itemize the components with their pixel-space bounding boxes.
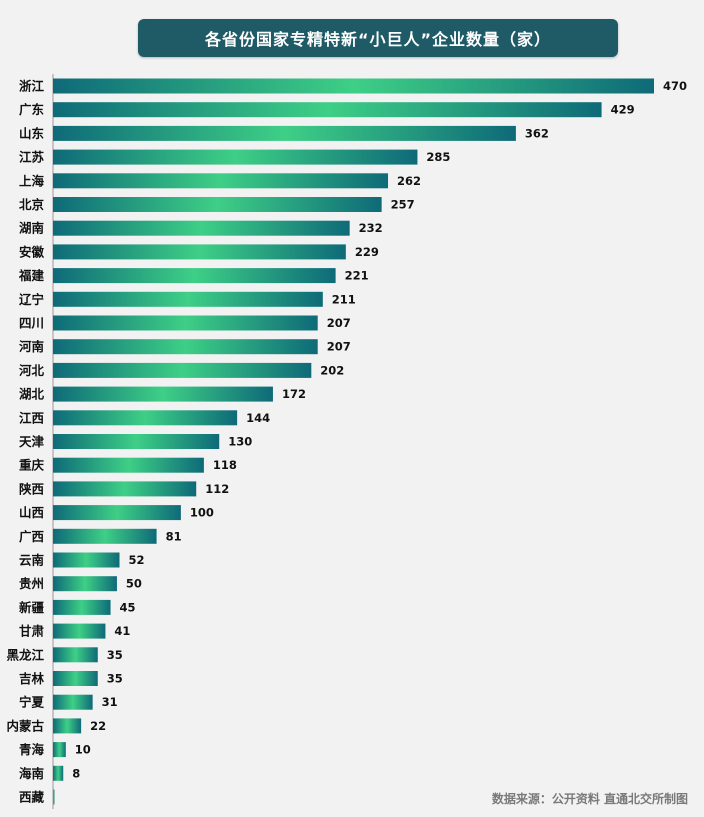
category-label: 河北 (19, 363, 45, 378)
category-label: 甘肃 (19, 624, 45, 639)
value-label: 285 (426, 150, 450, 164)
value-label: 221 (345, 269, 369, 283)
value-label: 35 (107, 648, 123, 662)
category-label: 山西 (19, 505, 44, 520)
category-label: 西藏 (19, 790, 45, 805)
bar (53, 197, 382, 212)
bar (53, 244, 346, 260)
category-label: 辽宁 (19, 292, 44, 307)
category-label: 青海 (19, 742, 45, 757)
category-label: 山东 (19, 126, 45, 141)
value-label: 172 (282, 387, 306, 401)
category-label: 福建 (18, 268, 45, 283)
bar (53, 481, 197, 497)
category-label: 湖北 (19, 387, 45, 402)
value-label: 100 (190, 506, 214, 520)
category-label: 北京 (19, 197, 45, 212)
bar (53, 671, 98, 686)
category-label: 天津 (19, 434, 45, 449)
chart-title: 各省份国家专精特新“小巨人”企业数量（家） (138, 19, 618, 57)
bar (53, 78, 654, 94)
category-label: 河南 (19, 339, 45, 354)
bar (53, 149, 418, 165)
category-label: 广西 (19, 529, 44, 544)
value-label: 52 (128, 553, 144, 567)
bar (53, 339, 318, 355)
value-label: 130 (228, 435, 252, 449)
bar (53, 718, 82, 734)
bar (53, 599, 111, 615)
bar (53, 647, 98, 663)
value-label: 112 (205, 482, 229, 496)
category-label: 新疆 (19, 600, 45, 615)
category-label: 广东 (19, 102, 45, 117)
bar (53, 457, 204, 473)
bar (53, 315, 318, 331)
value-label: 8 (72, 766, 80, 780)
category-label: 宁夏 (19, 695, 45, 710)
bar (53, 552, 120, 568)
bar (53, 434, 220, 449)
value-label: 262 (397, 174, 421, 188)
bar (53, 789, 55, 805)
category-label: 云南 (19, 553, 45, 568)
value-label: 10 (75, 743, 91, 757)
category-label: 黑龙江 (6, 647, 44, 662)
bar (53, 386, 273, 402)
bar (53, 765, 64, 781)
value-label: 50 (126, 577, 142, 591)
value-label: 45 (120, 600, 136, 614)
value-label: 81 (166, 529, 182, 543)
value-label: 211 (332, 292, 356, 306)
category-label: 四川 (19, 316, 44, 331)
value-label: 362 (525, 126, 549, 140)
source-note: 数据来源：公开资料 直通北交所制图 (491, 790, 688, 807)
category-label: 海南 (19, 766, 45, 781)
bar (53, 505, 181, 521)
bar (53, 410, 238, 426)
category-label: 江西 (19, 410, 44, 425)
value-label: 470 (663, 79, 687, 93)
bar (53, 742, 66, 758)
value-label: 207 (327, 316, 351, 330)
value-label: 232 (359, 221, 383, 235)
category-label: 内蒙古 (6, 718, 44, 733)
bar (53, 291, 323, 307)
category-label: 江苏 (19, 150, 45, 165)
value-label: 118 (213, 458, 237, 472)
value-label: 202 (320, 363, 344, 377)
category-label: 吉林 (19, 671, 45, 686)
category-label: 重庆 (19, 458, 45, 473)
category-label: 上海 (19, 173, 45, 188)
category-label: 湖南 (19, 221, 45, 236)
bar (53, 125, 516, 141)
bar (53, 268, 336, 284)
bar (53, 576, 117, 592)
category-label: 贵州 (19, 576, 44, 591)
value-label: 144 (246, 411, 270, 425)
value-label: 31 (102, 695, 118, 709)
bar (53, 528, 157, 544)
value-label: 41 (114, 624, 130, 638)
bar (53, 694, 93, 710)
bar (53, 623, 106, 639)
value-label: 22 (90, 719, 106, 733)
category-label: 安徽 (19, 244, 45, 259)
value-label: 207 (327, 340, 351, 354)
value-label: 257 (391, 198, 415, 212)
value-label: 429 (611, 103, 635, 117)
value-label: 35 (107, 672, 123, 686)
category-label: 陕西 (19, 481, 44, 496)
bar (53, 173, 389, 189)
bar (53, 362, 312, 378)
value-label: 229 (355, 245, 379, 259)
category-label: 浙江 (19, 79, 45, 94)
bar (53, 102, 602, 118)
bar (53, 220, 350, 236)
